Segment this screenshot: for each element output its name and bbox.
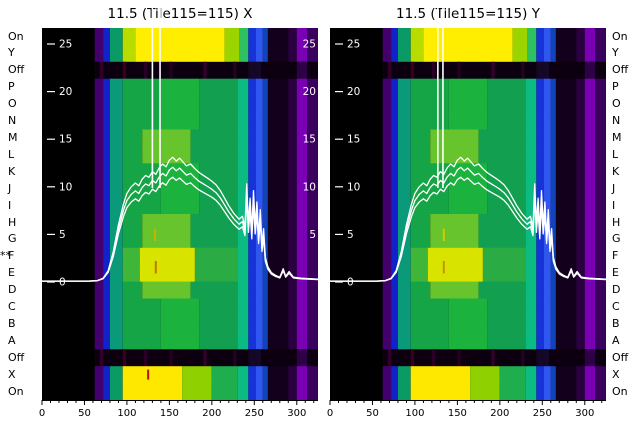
row-label: Y xyxy=(8,46,15,60)
row-label: N xyxy=(8,114,17,127)
row-label: M xyxy=(612,130,622,144)
svg-text:15: 15 xyxy=(303,134,316,146)
svg-text:25: 25 xyxy=(59,39,72,51)
row-label: O xyxy=(612,97,621,111)
row-label: A xyxy=(612,333,620,347)
row-label: D xyxy=(612,283,621,297)
row-label: A xyxy=(8,333,16,347)
row-label: K xyxy=(8,164,16,178)
row-label: On xyxy=(612,384,628,398)
svg-text:10: 10 xyxy=(347,181,360,193)
row-label: Off xyxy=(612,350,629,364)
svg-text:5: 5 xyxy=(309,229,316,241)
row-label: H xyxy=(8,215,17,229)
x-axis-right: 0 50 100 150 200 250 300 xyxy=(327,400,606,419)
svg-text:25: 25 xyxy=(303,39,316,51)
svg-text:300: 300 xyxy=(287,408,306,419)
svg-text:50: 50 xyxy=(78,408,91,419)
row-label: On xyxy=(8,384,24,398)
svg-text:150: 150 xyxy=(160,408,179,419)
svg-text:0: 0 xyxy=(39,408,45,419)
row-label: Off xyxy=(8,63,25,77)
svg-text:20: 20 xyxy=(347,86,360,98)
panel-title-x: 11.5 (Tile115=115) X xyxy=(107,6,253,22)
svg-text:200: 200 xyxy=(202,408,221,419)
svg-text:10: 10 xyxy=(303,181,316,193)
row-label: H xyxy=(612,215,621,229)
svg-text:20: 20 xyxy=(303,86,316,98)
row-label: M xyxy=(8,130,18,144)
svg-text:5: 5 xyxy=(347,229,354,241)
svg-text:5: 5 xyxy=(59,229,66,241)
heatmap-panel-x: 25 20 15 10 5 0 25 20 15 10 5 xyxy=(42,0,319,401)
row-label: G xyxy=(612,232,621,246)
row-label: G xyxy=(8,232,17,246)
svg-text:15: 15 xyxy=(59,134,72,146)
row-label: B xyxy=(8,316,16,330)
row-label: E xyxy=(612,266,619,280)
row-label: F xyxy=(612,249,619,263)
svg-text:15: 15 xyxy=(347,134,360,146)
row-label: N xyxy=(612,114,621,127)
svg-text:100: 100 xyxy=(117,408,136,419)
svg-text:250: 250 xyxy=(533,408,552,419)
svg-text:0: 0 xyxy=(59,277,66,289)
row-label: K xyxy=(612,164,620,178)
row-label: I xyxy=(612,198,616,212)
svg-text:50: 50 xyxy=(366,408,379,419)
row-label: L xyxy=(612,147,619,161)
row-label: D xyxy=(8,283,17,297)
svg-text:300: 300 xyxy=(575,408,594,419)
row-label: J xyxy=(8,181,12,195)
star-marker: ** xyxy=(0,249,11,262)
heatmap-panel-y: 25 20 15 10 5 0 xyxy=(330,0,607,401)
row-label: C xyxy=(612,300,620,313)
svg-text:150: 150 xyxy=(448,408,467,419)
row-label: X xyxy=(8,367,16,381)
svg-text:100: 100 xyxy=(405,408,424,419)
svg-text:200: 200 xyxy=(490,408,509,419)
row-label: L xyxy=(8,147,15,161)
svg-text:10: 10 xyxy=(59,181,72,193)
row-label: Y xyxy=(612,46,619,60)
svg-text:250: 250 xyxy=(245,408,264,419)
row-label: I xyxy=(8,198,12,212)
row-label: Off xyxy=(612,63,629,77)
row-label: On xyxy=(612,29,628,43)
row-labels-right: On Y Off P O N M L K J I H G F E D C B A Off X On xyxy=(612,28,640,400)
row-label: P xyxy=(8,80,15,94)
panel-title-y: 11.5 (Tile115=115) Y xyxy=(396,6,540,22)
row-label: F xyxy=(8,249,15,263)
row-labels-left: On Y Off P O N M L K J I H G F E D C B A Off X On xyxy=(8,28,40,400)
row-label: C xyxy=(8,300,16,313)
row-label: O xyxy=(8,97,17,111)
row-label: X xyxy=(612,367,620,381)
svg-text:20: 20 xyxy=(59,86,72,98)
row-label: Off xyxy=(8,350,25,364)
row-label: P xyxy=(612,80,619,94)
x-axis-left: 0 50 100 150 200 250 300 xyxy=(39,400,318,419)
row-label: E xyxy=(8,266,15,280)
svg-text:0: 0 xyxy=(327,408,333,419)
row-label: On xyxy=(8,29,24,43)
row-label: J xyxy=(612,181,616,195)
svg-text:25: 25 xyxy=(347,39,360,51)
svg-text:0: 0 xyxy=(347,277,354,289)
row-label: B xyxy=(612,316,620,330)
